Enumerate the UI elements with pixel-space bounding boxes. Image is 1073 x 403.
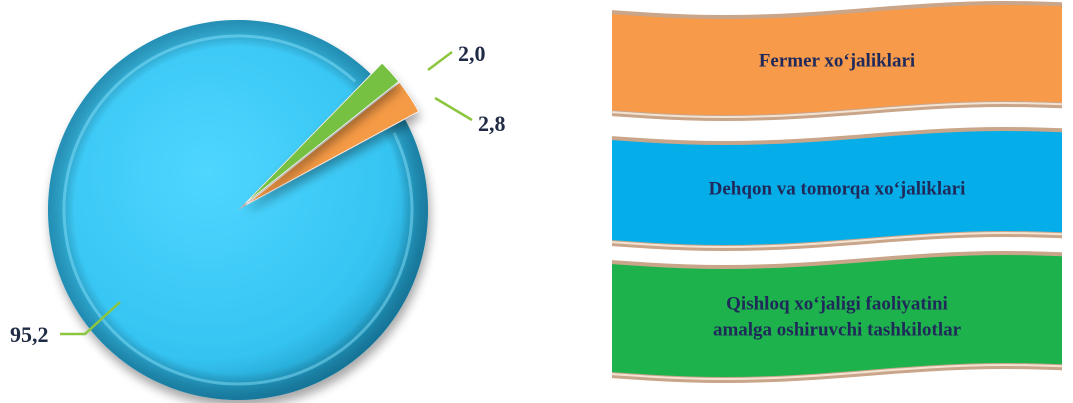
legend: Fermer xo‘jaliklari Dehqon va tomorqa xo‘… bbox=[611, 1, 1063, 383]
data-label-fermer-xo-jaliklari: 2,8 bbox=[478, 111, 506, 136]
legend-label: Qishloq xo‘jaligi faoliyatini bbox=[726, 293, 948, 314]
data-labels: 2,8 95,2 2,0 bbox=[10, 41, 506, 347]
legend-banner bbox=[612, 131, 1062, 245]
legend-item-dehqon-va-tomorqa-xo-jaliklari: Dehqon va tomorqa xo‘jaliklari bbox=[611, 127, 1063, 251]
pie-slice-fermer-xo-jaliklari bbox=[246, 82, 419, 205]
legend-label: amalga oshiruvchi tashkilotlar bbox=[713, 319, 962, 340]
pie-slices bbox=[48, 20, 428, 400]
leader-line bbox=[434, 96, 473, 122]
data-label-qishloq-xo-jaligi-faoliyatini-amalga-oshiruvchi-tashkilotlar: 2,0 bbox=[458, 41, 486, 66]
leader-line bbox=[427, 51, 453, 71]
leader-line bbox=[60, 301, 121, 336]
pie-slice-qishloq-xo-jaligi-faoliyatini-amalga-oshiruvchi-tashkilotlar bbox=[245, 62, 399, 204]
legend-item-fermer-xo-jaliklari: Fermer xo‘jaliklari bbox=[611, 1, 1063, 121]
data-label-dehqon-va-tomorqa-xo-jaliklari: 95,2 bbox=[10, 322, 49, 347]
legend-banner bbox=[612, 255, 1062, 377]
leader-lines bbox=[60, 51, 473, 336]
legend-banner bbox=[612, 5, 1062, 115]
legend-item-qishloq-xo-jaligi-faoliyatini-amalga-oshiruvchi-tashkilotlar: Qishloq xo‘jaligi faoliyatini amalga oshi… bbox=[611, 251, 1063, 383]
legend-label: Fermer xo‘jaliklari bbox=[759, 50, 915, 71]
pie-slice-dehqon-va-tomorqa-xo-jaliklari bbox=[48, 20, 428, 400]
legend-label: Dehqon va tomorqa xo‘jaliklari bbox=[709, 178, 966, 199]
